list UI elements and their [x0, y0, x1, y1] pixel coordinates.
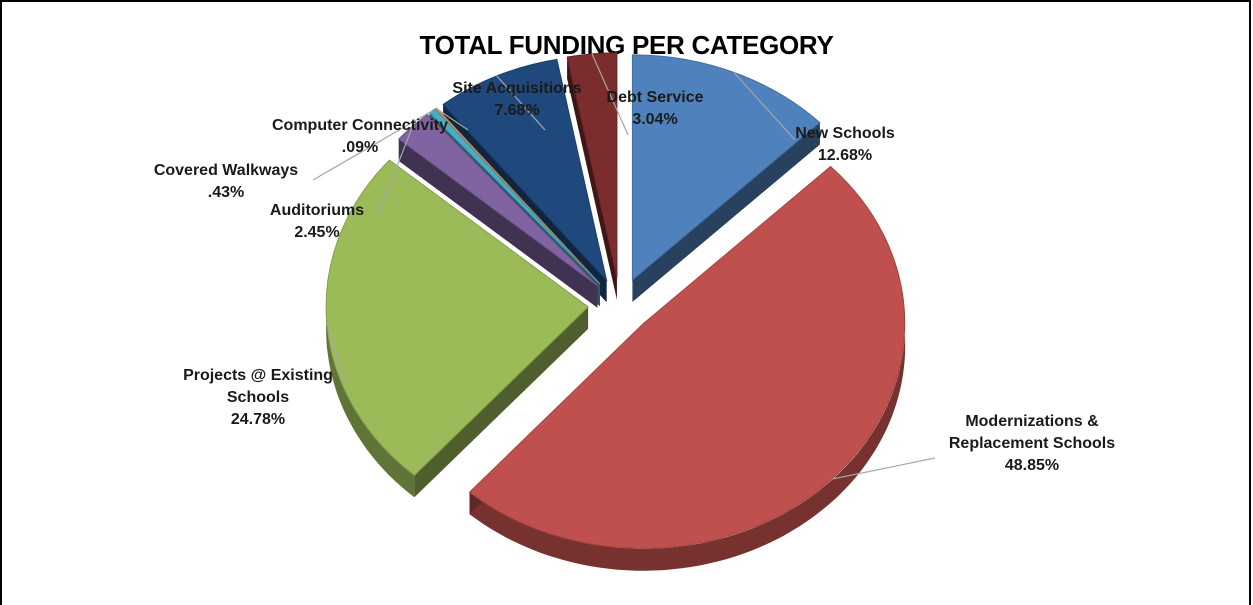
data-label-name: New Schools — [795, 125, 895, 142]
data-label-value: .43% — [208, 184, 244, 201]
leader-line — [312, 110, 433, 181]
slice-cut-wall — [632, 122, 820, 302]
data-label-name: Modernizations & — [965, 413, 1099, 430]
data-label: Modernizations & Replacement Schools 48.85… — [949, 413, 1115, 474]
data-label-value: 2.45% — [294, 224, 339, 241]
data-label: Projects @ Existing Schools 24.78% — [183, 367, 333, 428]
data-label-name: Covered Walkways — [154, 162, 298, 179]
data-label-name: Debt Service — [607, 89, 704, 106]
leader-line — [832, 457, 936, 480]
data-label-value: 48.85% — [1005, 457, 1059, 474]
data-label-value: 24.78% — [231, 411, 285, 428]
data-label: Auditoriums 2.45% — [270, 202, 364, 241]
leader-line — [591, 53, 629, 136]
data-label: Debt Service 3.04% — [607, 89, 704, 128]
data-label-value: 3.04% — [632, 111, 677, 128]
data-label: Site Acquisitions 7.68% — [452, 80, 581, 119]
data-label-value: .09% — [342, 139, 378, 156]
slice-cut-wall — [398, 139, 598, 308]
slice-cut-wall — [414, 306, 589, 498]
slice-top-face — [398, 113, 598, 287]
slice-top-face — [468, 165, 906, 549]
data-label-name: Replacement Schools — [949, 435, 1115, 452]
chart-title: TOTAL FUNDING PER CATEGORY — [419, 30, 834, 60]
data-label-name: Schools — [227, 389, 289, 406]
data-label-value: 12.68% — [818, 147, 872, 164]
data-labels: New Schools 12.68% Modernizations & Replace… — [154, 80, 1115, 474]
data-label-name: Site Acquisitions — [452, 80, 581, 97]
pie-slices — [325, 52, 906, 571]
leader-line — [326, 321, 346, 384]
data-label: Covered Walkways .43% — [154, 162, 298, 201]
data-label: New Schools 12.68% — [795, 125, 895, 164]
data-label-name: Computer Connectivity — [272, 117, 448, 134]
leader-line — [435, 107, 469, 131]
pie-slice-auditoriums — [398, 113, 598, 308]
leader-line — [733, 72, 796, 141]
pie-slice-projects-existing-schools — [325, 159, 589, 498]
slice-cut-wall — [567, 57, 617, 300]
data-label-name: Auditoriums — [270, 202, 364, 219]
data-label-value: 7.68% — [494, 102, 539, 119]
data-label: Computer Connectivity .09% — [272, 117, 448, 156]
leader-line — [496, 75, 546, 131]
leader-lines — [312, 53, 936, 480]
leader-line — [376, 126, 414, 219]
slice-side-wall — [326, 160, 415, 498]
pie-slice-modernizations-replacement-schools — [468, 165, 906, 571]
pie-slice-new-schools — [631, 54, 821, 302]
data-label-name: Projects @ Existing — [183, 367, 333, 384]
pie-slice-debt-service — [566, 52, 618, 300]
